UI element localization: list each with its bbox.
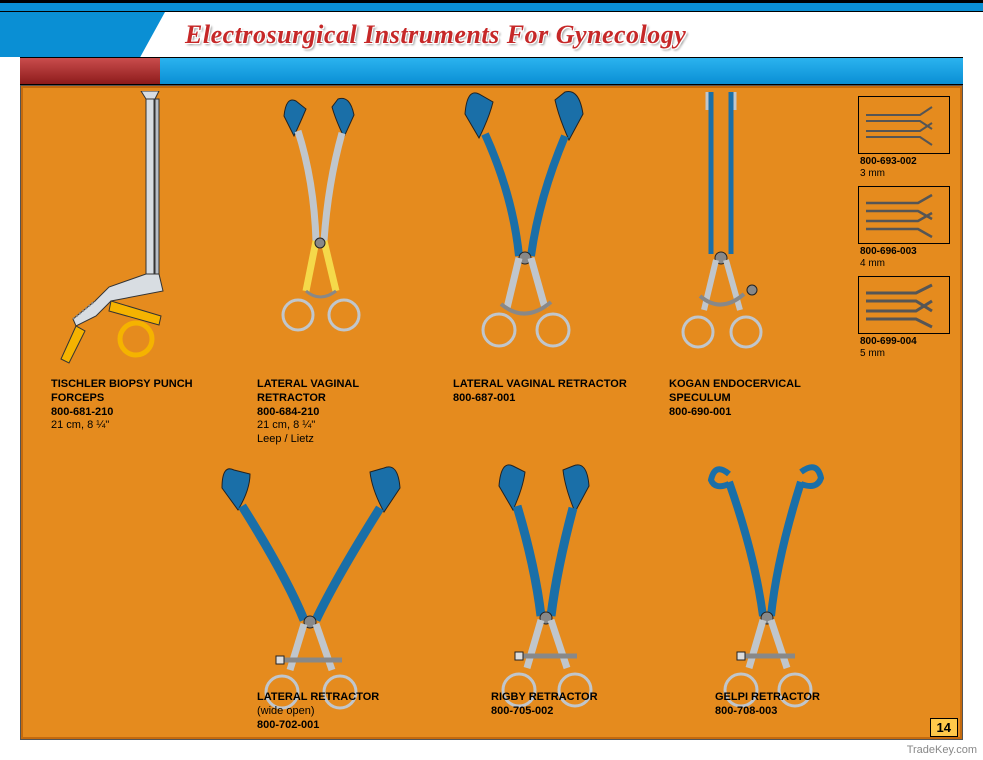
latvag1-caption: LATERAL VAGINAL RETRACTOR 800-684-210 21… xyxy=(257,378,407,447)
watermark: TradeKey.com xyxy=(907,744,977,756)
tischler-illustration xyxy=(51,91,201,371)
rigby-caption: RIGBY RETRACTOR 800-705-002 xyxy=(491,691,651,719)
thumb2-illustration xyxy=(862,191,946,239)
thumb1-spec: 3 mm xyxy=(860,168,948,180)
kogan-code: 800-690-001 xyxy=(669,406,839,420)
lateral-vaginal-retractor-2-illustration xyxy=(441,86,611,376)
gelpi-code: 800-708-003 xyxy=(715,705,875,719)
tischler-spec: 21 cm, 8 ¼" xyxy=(51,419,211,433)
thumb-box-1 xyxy=(858,96,950,154)
rigby-name: RIGBY RETRACTOR xyxy=(491,691,651,705)
tischler-caption: TISCHLER BIOPSY PUNCH FORCEPS 800-681-21… xyxy=(51,378,211,433)
page-number: 14 xyxy=(930,718,958,737)
latvag1-code: 800-684-210 xyxy=(257,406,407,420)
lateral-caption: LATERAL RETRACTOR (wide open) 800-702-00… xyxy=(257,691,417,732)
rigby-retractor-illustration xyxy=(461,456,631,716)
gelpi-retractor-illustration xyxy=(681,456,851,716)
tischler-name: TISCHLER BIOPSY PUNCH FORCEPS xyxy=(51,378,211,406)
thumb1-illustration xyxy=(862,101,946,149)
tischler-code: 800-681-210 xyxy=(51,406,211,420)
thumb3-spec: 5 mm xyxy=(860,348,948,360)
latvag1-name: LATERAL VAGINAL RETRACTOR xyxy=(257,378,407,406)
latvag1-spec: 21 cm, 8 ¼" xyxy=(257,419,407,433)
latvag2-name: LATERAL VAGINAL RETRACTOR xyxy=(453,378,653,392)
thumb3-illustration xyxy=(862,281,946,329)
thumb2-code: 800-696-003 xyxy=(860,246,948,258)
gelpi-caption: GELPI RETRACTOR 800-708-003 xyxy=(715,691,875,719)
thumb2-spec: 4 mm xyxy=(860,258,948,270)
thumb1-code: 800-693-002 xyxy=(860,156,948,168)
top-bar xyxy=(0,0,983,12)
accent-bar xyxy=(0,57,983,85)
catalog-page: 800-693-002 3 mm 800-696-003 4 mm 800-69… xyxy=(20,85,963,740)
title-mid: Electrosurgical Instruments For Gynecolo… xyxy=(165,12,983,57)
thumb3-label: 800-699-004 5 mm xyxy=(860,336,948,360)
kogan-caption: KOGAN ENDOCERVICAL SPECULUM 800-690-001 xyxy=(669,378,839,419)
latvag2-code: 800-687-001 xyxy=(453,392,653,406)
latvag1-spec2: Leep / Lietz xyxy=(257,433,407,447)
latvag2-caption: LATERAL VAGINAL RETRACTOR 800-687-001 xyxy=(453,378,653,406)
gelpi-name: GELPI RETRACTOR xyxy=(715,691,875,705)
accent-blue xyxy=(160,57,963,85)
title-band: Electrosurgical Instruments For Gynecolo… xyxy=(0,12,983,57)
lateral-vaginal-retractor-1-illustration xyxy=(246,91,396,371)
title-left-decor xyxy=(0,12,165,57)
lateral-spec: (wide open) xyxy=(257,705,417,719)
lateral-code: 800-702-001 xyxy=(257,719,417,733)
rigby-code: 800-705-002 xyxy=(491,705,651,719)
lateral-retractor-illustration xyxy=(216,456,406,716)
page-title: Electrosurgical Instruments For Gynecolo… xyxy=(185,20,686,50)
thumb-box-3 xyxy=(858,276,950,334)
kogan-speculum-illustration xyxy=(656,86,786,376)
thumb1-label: 800-693-002 3 mm xyxy=(860,156,948,180)
kogan-name: KOGAN ENDOCERVICAL SPECULUM xyxy=(669,378,839,406)
lateral-name: LATERAL RETRACTOR xyxy=(257,691,417,705)
thumb2-label: 800-696-003 4 mm xyxy=(860,246,948,270)
accent-red xyxy=(20,57,160,85)
thumb-box-2 xyxy=(858,186,950,244)
thumb3-code: 800-699-004 xyxy=(860,336,948,348)
